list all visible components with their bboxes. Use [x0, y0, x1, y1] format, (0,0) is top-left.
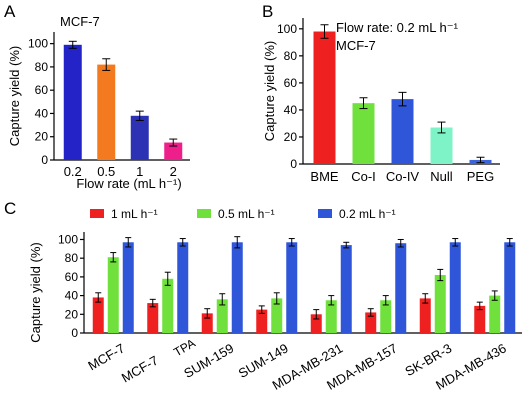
legend-swatch [318, 209, 332, 218]
x-tick-label-subscript: TPA [171, 336, 197, 359]
y-tick-label: 100 [28, 37, 48, 51]
bar [391, 99, 414, 164]
bar [489, 295, 501, 333]
bar [130, 115, 149, 160]
y-tick-label: 40 [284, 103, 298, 117]
legend-label: 0.5 mL h⁻¹ [218, 207, 275, 221]
y-axis-title: Capture yield (%) [7, 46, 22, 146]
x-tick-label: 2 [170, 164, 177, 179]
y-tick-label: 20 [284, 130, 298, 144]
y-axis-title: Capture yield (%) [262, 41, 277, 141]
y-tick-label: 80 [284, 49, 298, 63]
y-tick-label: 40 [35, 106, 49, 120]
y-tick-label: 60 [35, 83, 49, 97]
bar [286, 242, 298, 333]
bar [201, 313, 213, 333]
x-tick-label: 0.5 [97, 164, 115, 179]
bar [340, 245, 352, 333]
bar [107, 257, 119, 333]
x-tick-label: Co-I [351, 169, 376, 184]
bar [122, 242, 134, 333]
x-tick-label: MCF-7 [119, 353, 161, 386]
bar [216, 299, 228, 333]
bar [177, 242, 189, 333]
bar [313, 31, 336, 164]
bar [504, 242, 516, 333]
bar [449, 242, 461, 333]
flow-rate-annotation: Flow rate: 0.2 mL h⁻¹ [336, 20, 459, 35]
x-tick-label-group: MCF-7 TPA [119, 336, 198, 386]
bar [434, 275, 446, 333]
panel-letter-a: A [4, 2, 16, 21]
bar [380, 300, 392, 333]
legend-label: 1 mL h⁻¹ [111, 207, 158, 221]
y-tick-label: 20 [35, 130, 49, 144]
bar [395, 243, 407, 333]
y-tick-label: 100 [277, 22, 297, 36]
bar [162, 278, 174, 333]
bar [419, 298, 431, 333]
x-axis-title: Flow rate (mL h⁻¹) [76, 176, 181, 191]
bar [430, 127, 453, 164]
cell-line-annotation: MCF-7 [336, 38, 376, 53]
x-tick-label: Co-IV [386, 169, 420, 184]
y-tick-label: 100 [58, 232, 78, 246]
bar [92, 297, 104, 333]
x-tick-label: BME [310, 169, 339, 184]
bar [63, 44, 82, 160]
y-tick-label: 60 [65, 270, 79, 284]
bar [271, 298, 283, 333]
y-tick-label: 0 [290, 157, 297, 171]
x-tick-label: Null [430, 169, 453, 184]
y-tick-label: 20 [65, 307, 79, 321]
y-axis-title: Capture yield (%) [28, 242, 43, 342]
x-tick-label-group: MCF-7 [85, 340, 127, 373]
bar [231, 242, 243, 333]
panel-letter-b: B [262, 2, 273, 21]
panel-letter-c: C [4, 199, 16, 218]
x-tick-label: 0.2 [64, 164, 82, 179]
bar [325, 300, 337, 333]
x-tick-label: PEG [467, 169, 494, 184]
y-tick-label: 40 [65, 289, 79, 303]
bar [310, 314, 322, 333]
cell-line-annotation: MCF-7 [60, 14, 100, 29]
bar [474, 305, 486, 333]
y-tick-label: 80 [35, 60, 49, 74]
bar [97, 64, 116, 160]
bar [365, 312, 377, 333]
legend-label: 0.2 mL h⁻¹ [339, 207, 396, 221]
y-tick-label: 80 [65, 251, 79, 265]
legend-swatch [197, 209, 211, 218]
legend-swatch [90, 209, 104, 218]
y-tick-label: 0 [41, 153, 48, 167]
bar [164, 142, 183, 160]
bar [352, 103, 375, 164]
y-tick-label: 60 [284, 76, 298, 90]
bar [256, 309, 268, 333]
bar [147, 303, 159, 333]
x-tick-label: 1 [136, 164, 143, 179]
y-tick-label: 0 [71, 326, 78, 340]
x-tick-label: MCF-7 [85, 340, 127, 373]
